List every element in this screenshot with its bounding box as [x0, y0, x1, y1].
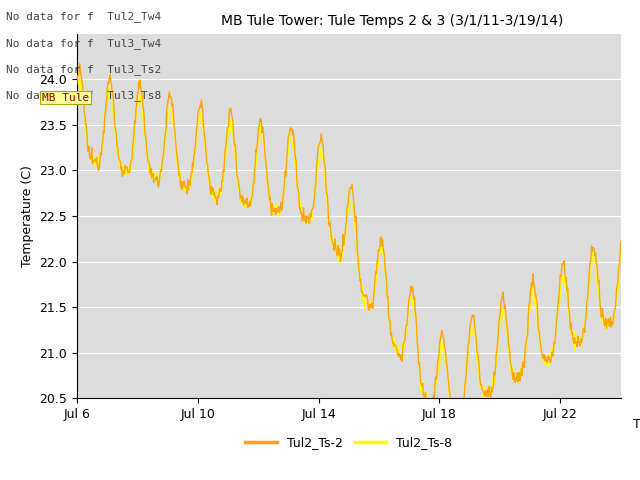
Text: No data for f  Tul3_Ts2: No data for f Tul3_Ts2 — [6, 64, 162, 75]
Text: MB Tule: MB Tule — [42, 93, 89, 103]
Line: Tul2_Ts-8: Tul2_Ts-8 — [77, 78, 621, 408]
Tul2_Ts-8 — [107, 90, 115, 96]
Tul2_Ts-8 — [487, 389, 495, 395]
Title: MB Tule Tower: Tule Temps 2 & 3 (3/1/11-3/19/14): MB Tule Tower: Tule Temps 2 & 3 (3/1/11-… — [221, 14, 563, 28]
Line: Tul2_Ts-2: Tul2_Ts-2 — [77, 64, 621, 408]
Text: No data for f  Tul3_Ts8: No data for f Tul3_Ts8 — [6, 90, 162, 101]
Tul2_Ts-2 — [427, 405, 435, 410]
Legend: Tul2_Ts-2, Tul2_Ts-8: Tul2_Ts-2, Tul2_Ts-8 — [241, 431, 457, 454]
Text: No data for f  Tul3_Tw4: No data for f Tul3_Tw4 — [6, 37, 162, 48]
Text: No data for f  Tul2_Tw4: No data for f Tul2_Tw4 — [6, 11, 162, 22]
Tul2_Ts-2 — [617, 239, 625, 244]
Tul2_Ts-2 — [73, 81, 81, 87]
Tul2_Ts-8 — [73, 95, 81, 101]
Tul2_Ts-8 — [617, 243, 625, 249]
Tul2_Ts-8 — [420, 396, 428, 402]
Tul2_Ts-2 — [390, 340, 397, 346]
Tul2_Ts-8 — [404, 319, 412, 324]
Y-axis label: Temperature (C): Temperature (C) — [20, 165, 34, 267]
Tul2_Ts-2 — [107, 79, 115, 84]
Tul2_Ts-8 — [390, 342, 397, 348]
Tul2_Ts-2 — [404, 312, 412, 318]
Tul2_Ts-8 — [427, 405, 435, 410]
Tul2_Ts-2 — [76, 61, 83, 67]
Tul2_Ts-2 — [487, 396, 495, 401]
Tul2_Ts-2 — [543, 356, 550, 361]
Tul2_Ts-8 — [543, 360, 550, 366]
X-axis label: Time: Time — [632, 419, 640, 432]
Tul2_Ts-2 — [420, 394, 428, 399]
Tul2_Ts-8 — [76, 75, 83, 81]
